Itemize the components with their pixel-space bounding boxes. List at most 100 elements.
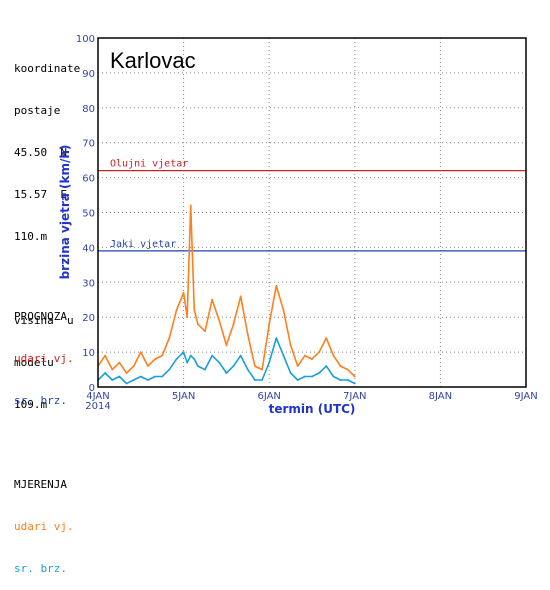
data-point — [339, 365, 342, 367]
y-tick-label: 40 — [82, 243, 95, 254]
x-tick-label: 6JAN — [257, 391, 280, 402]
data-point — [289, 344, 292, 347]
y-tick-label: 100 — [76, 34, 95, 45]
data-point — [147, 365, 149, 367]
y-axis-label: brzina vjetra (km/h) — [58, 145, 72, 280]
data-point — [132, 365, 135, 367]
data-point — [193, 358, 196, 360]
data-point — [154, 358, 156, 360]
station-info-line: modelu — [14, 356, 54, 369]
data-point — [282, 309, 285, 312]
y-tick-label: 80 — [82, 104, 95, 115]
data-point — [261, 379, 263, 381]
data-point — [353, 375, 356, 378]
station-longitude: 15.57 E — [14, 188, 67, 201]
y-axis-ticks: 0 10 20 30 40 50 60 70 80 90 100 — [76, 34, 95, 394]
data-point — [161, 354, 164, 357]
data-point — [282, 354, 285, 357]
x-axis-label: termin (UTC) — [269, 402, 356, 416]
y-tick-label: 90 — [82, 69, 95, 80]
thresholds: Olujni vjetar Jaki vjetar — [98, 159, 526, 252]
data-point — [186, 316, 189, 319]
station-info-line: visina u — [14, 314, 74, 327]
y-tick-label: 30 — [82, 278, 95, 289]
x-tick-label: 9JAN — [514, 391, 537, 402]
x-tick-label: 7JAN — [343, 391, 366, 402]
data-point — [218, 361, 221, 364]
chart-title: Karlovac — [110, 48, 196, 73]
data-point — [175, 358, 178, 360]
station-latitude: 45.50 N — [14, 146, 67, 159]
data-point — [332, 354, 335, 357]
y-tick-label: 60 — [82, 174, 95, 185]
y-tick-label: 0 — [89, 383, 95, 394]
data-point — [189, 204, 192, 207]
data-point — [104, 354, 107, 357]
series-line — [97, 204, 356, 378]
data-point — [325, 365, 328, 367]
data-point — [311, 375, 313, 378]
data-point — [111, 368, 114, 371]
data-point — [154, 375, 156, 378]
data-point — [161, 375, 164, 378]
x-tick-label: 5JAN — [172, 391, 195, 402]
x-tick-label: 4JAN — [86, 391, 109, 402]
data-point — [318, 351, 321, 353]
data-point — [204, 330, 206, 333]
legend-mjerenja-title: MJERENJA — [14, 478, 67, 491]
data-point — [168, 337, 171, 340]
data-point — [104, 372, 107, 374]
data-point — [196, 365, 199, 367]
data-point — [303, 354, 306, 357]
data-point — [332, 375, 335, 378]
data-point — [232, 365, 235, 367]
legend-prognoza-gust: udari vj. — [14, 352, 74, 365]
data-point — [311, 358, 313, 360]
data-point — [111, 379, 114, 381]
data-point — [275, 284, 278, 287]
data-point — [182, 291, 185, 294]
data-point — [225, 372, 228, 374]
data-point — [175, 309, 178, 312]
series — [97, 204, 356, 385]
y-tick-label: 70 — [82, 139, 95, 150]
data-point — [268, 361, 271, 364]
data-point — [296, 365, 299, 367]
data-point — [254, 365, 256, 367]
data-point — [318, 372, 321, 374]
data-point — [204, 368, 206, 371]
y-tick-label: 50 — [82, 209, 95, 220]
model-altitude: 109.m — [14, 398, 48, 411]
data-point — [125, 382, 128, 385]
data-point — [232, 323, 235, 326]
data-point — [353, 382, 356, 385]
data-point — [346, 368, 349, 371]
data-point — [218, 319, 221, 322]
data-point — [289, 372, 292, 374]
data-point — [193, 309, 196, 312]
station-info-line: koordinate — [14, 62, 81, 75]
data-point — [132, 379, 135, 381]
data-point — [168, 368, 171, 371]
data-point — [254, 379, 256, 381]
station-info-line: postaje — [14, 104, 61, 117]
data-point — [118, 361, 121, 364]
data-point — [186, 361, 189, 364]
data-point — [139, 375, 142, 378]
data-point — [182, 351, 185, 353]
station-altitude: 110.m — [14, 230, 48, 243]
legend-spacer — [14, 436, 74, 450]
station-info: koordinate postaje 45.50 N 15.57 E 110.m… — [14, 34, 80, 426]
data-point — [346, 379, 349, 381]
grid — [98, 38, 526, 387]
data-point — [189, 354, 192, 357]
data-point — [303, 375, 306, 378]
data-point — [125, 372, 128, 374]
x-tick-year: 2014 — [85, 401, 110, 412]
data-point — [196, 323, 199, 326]
wind-chart: Olujni vjetar Jaki vjetar 0 10 20 30 40 50 60 70… — [58, 34, 538, 416]
data-point — [147, 379, 149, 381]
legend-mjerenja-gust: udari vj. — [14, 520, 74, 533]
data-point — [325, 337, 328, 340]
data-point — [211, 354, 214, 357]
